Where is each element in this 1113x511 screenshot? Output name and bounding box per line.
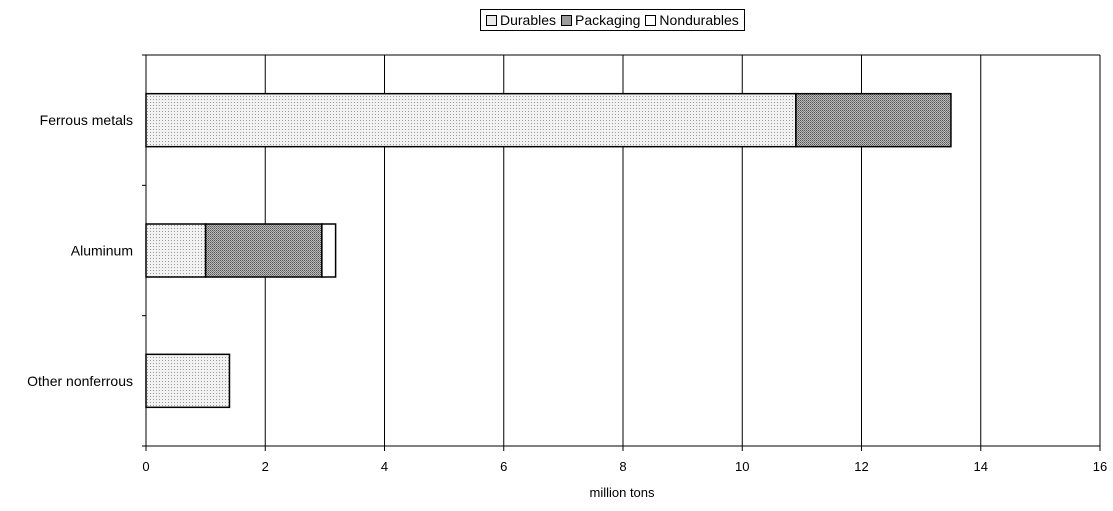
x-tick-label: 4 [381, 459, 388, 474]
legend-swatch-packaging [561, 14, 573, 26]
x-tick-label: 2 [262, 459, 269, 474]
legend-label-packaging: Packaging [575, 12, 641, 28]
bar-segment-durables [145, 92, 797, 148]
x-tick-label: 16 [1093, 459, 1107, 474]
y-category-label: Other nonferrous [27, 373, 133, 389]
x-tick-label: 10 [735, 459, 749, 474]
bar-segment-durables [145, 353, 231, 409]
legend-label-durables: Durables [500, 12, 557, 28]
x-tick-label: 12 [854, 459, 868, 474]
legend-swatch-nondurables [645, 14, 657, 26]
legend: Durables Packaging Nondurables [480, 9, 745, 31]
bar-segment-nondurables [321, 223, 337, 278]
y-category-label: Aluminum [71, 243, 133, 259]
y-category-label: Ferrous metals [40, 112, 133, 128]
x-tick-label: 14 [974, 459, 988, 474]
legend-swatch-durables [486, 14, 497, 26]
legend-item-durables: Durables [486, 12, 556, 28]
x-tick-label: 0 [142, 459, 149, 474]
bar-segment-packaging [204, 223, 323, 278]
legend-item-nondurables: Nondurables [645, 12, 739, 28]
bar-layer [145, 92, 952, 409]
x-tick-label: 6 [500, 459, 507, 474]
bar-segment-packaging [795, 92, 952, 148]
axis-layer: 0 2 4 6 8 10 12 14 16 Ferrous metals Aluminum Other… [27, 54, 1107, 474]
x-tick-label: 8 [619, 459, 626, 474]
legend-item-packaging: Packaging [561, 12, 640, 28]
bar-segment-durables [145, 223, 207, 278]
x-axis-title: million tons [589, 485, 655, 500]
legend-label-nondurables: Nondurables [659, 12, 739, 28]
